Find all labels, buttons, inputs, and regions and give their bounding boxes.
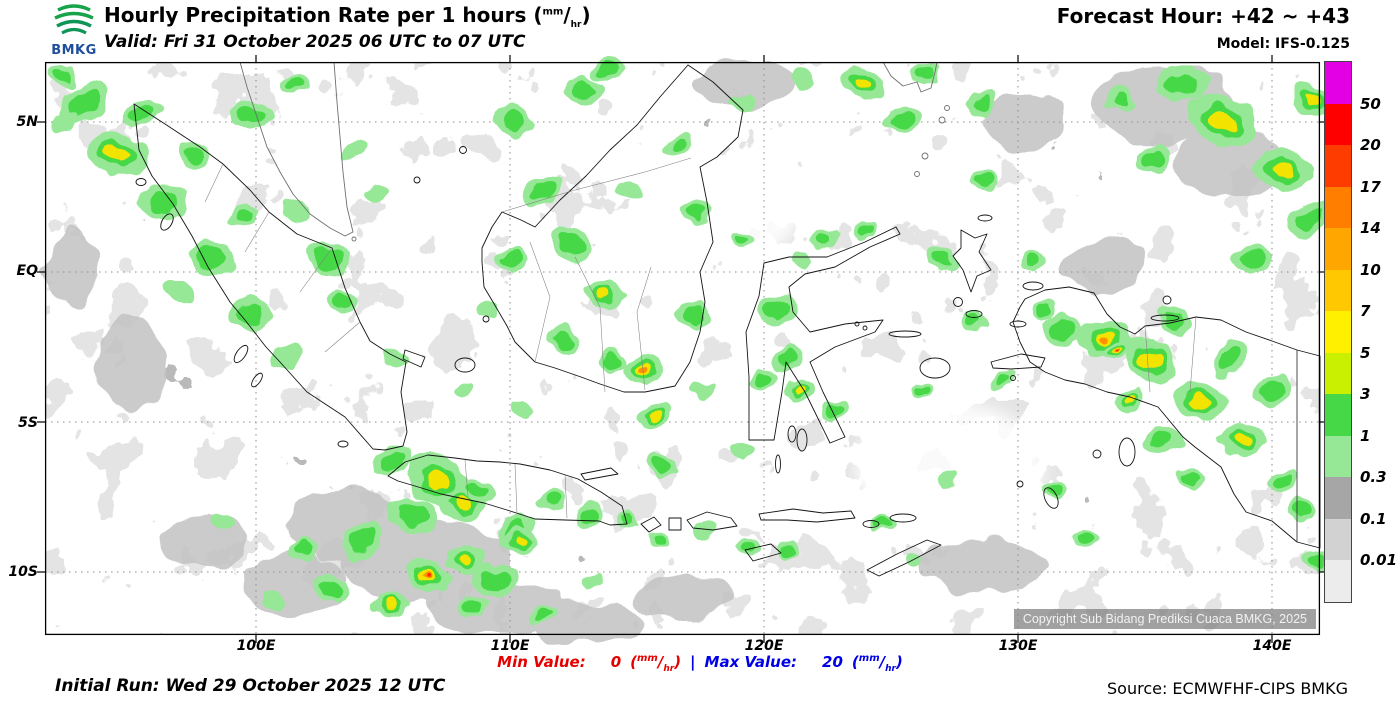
legend-label: 0.3 (1360, 468, 1387, 487)
legend-segment (1325, 145, 1351, 187)
forecast-hour-label: Forecast Hour: +42 ~ +43 (1056, 4, 1350, 28)
model-label: Model: IFS-0.125 (1216, 36, 1350, 52)
legend-segment (1325, 269, 1351, 312)
legend-label: 17 (1360, 177, 1381, 196)
bmkg-logo-label: BMKG (51, 43, 97, 58)
legend-segment (1325, 228, 1351, 270)
min-value: 0 (610, 653, 622, 671)
legend-label: 14 (1360, 219, 1381, 238)
bmkg-logo-icon (54, 4, 94, 35)
lon-label-110e: 110E (490, 638, 530, 654)
legend-segment (1325, 103, 1351, 146)
legend-segment (1325, 186, 1351, 229)
admin-borders-layer (204, 157, 1197, 519)
legend-label: 0.1 (1360, 509, 1387, 528)
lon-label-140e: 140E (1252, 638, 1292, 654)
lat-label-5s: 5S (18, 415, 38, 431)
lat-label-eq: EQ (16, 263, 38, 279)
legend-label: 5 (1360, 343, 1371, 362)
legend-label: 20 (1360, 136, 1381, 155)
legend-label: 0.01 (1360, 551, 1398, 570)
legend-segment (1325, 352, 1351, 395)
legend: 50 20 17 14 10 7 5 3 1 0.3 0.1 0.01 (1324, 61, 1400, 603)
lon-label-100e: 100E (236, 638, 276, 654)
legend-label: 7 (1360, 302, 1371, 321)
precipitation-cells-layer (48, 58, 1334, 625)
precipitation-map: Copyright Sub Bidang Prediksi Cuaca BMKG… (37, 55, 1334, 644)
graticule-grid (45, 62, 1320, 635)
copyright-watermark: Copyright Sub Bidang Prediksi Cuaca BMKG… (1013, 609, 1316, 629)
legend-segment (1325, 435, 1351, 478)
lon-label-120e: 120E (744, 638, 784, 654)
precipitation-map-canvas (37, 55, 1334, 644)
legend-segment (1325, 477, 1351, 519)
legend-label: 3 (1360, 385, 1371, 404)
legend-colorbar (1324, 61, 1352, 603)
legend-segment (1325, 518, 1351, 561)
min-unit: (mm/hr) (630, 653, 682, 674)
source-label: Source: ECMWFHF-CIPS BMKG (1107, 679, 1348, 698)
legend-segment (1325, 311, 1351, 353)
max-label: Max Value: (704, 653, 798, 671)
legend-segment (1325, 62, 1351, 104)
bmkg-logo: BMKG (46, 2, 102, 57)
legend-label: 1 (1360, 426, 1371, 445)
minmax-line: Min Value: 0 (mm/hr) | Max Value: 20 (mm… (0, 653, 1400, 674)
legend-label: 10 (1360, 260, 1381, 279)
min-label: Min Value: (497, 653, 586, 671)
legend-label: 50 (1360, 94, 1381, 113)
max-unit: (mm/hr) (851, 653, 903, 674)
coastlines-layer (133, 64, 1321, 577)
valid-time-label: Valid: Fri 31 October 2025 06 UTC to 07 … (104, 32, 526, 52)
foreign-coastlines-layer (239, 61, 950, 242)
legend-segment (1325, 560, 1351, 602)
legend-segment (1325, 394, 1351, 436)
initial-run-label: Initial Run: Wed 29 October 2025 12 UTC (55, 676, 446, 696)
max-value: 20 (822, 653, 843, 671)
title-unit: (mm/hr) (533, 3, 591, 30)
lon-label-130e: 130E (998, 638, 1038, 654)
lat-label-10s: 10S (8, 564, 38, 580)
lat-label-5n: 5N (16, 114, 38, 130)
minmax-separator: | (690, 653, 696, 671)
page-title: Hourly Precipitation Rate per 1 hours (m… (104, 3, 591, 30)
